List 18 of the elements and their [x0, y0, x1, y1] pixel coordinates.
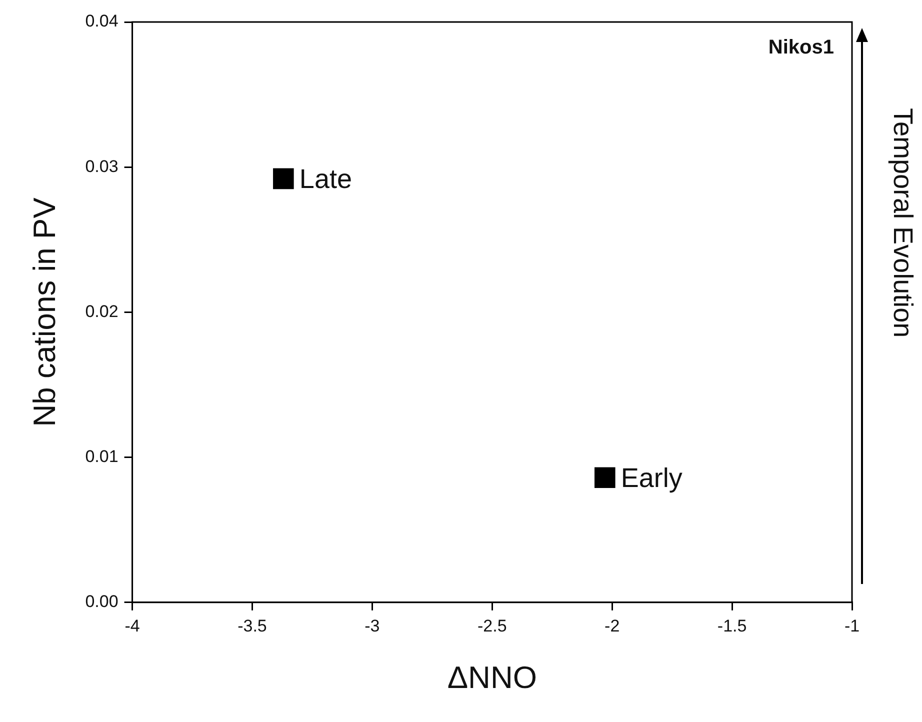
x-tick-label: -2.5	[477, 616, 507, 636]
x-tick-label: -4	[124, 616, 140, 636]
y-tick-label: 0.04	[85, 12, 118, 31]
x-tick-label: -1	[844, 616, 860, 636]
y-tick-label: 0.00	[85, 592, 118, 612]
y-tick-label: 0.02	[85, 302, 118, 321]
x-tick-label: -3.5	[238, 616, 267, 636]
x-tick-label: -3	[364, 616, 380, 636]
y-tick-label: 0.01	[85, 446, 118, 466]
annotation: Late	[299, 164, 352, 194]
text: Temporal Evolution	[887, 108, 918, 338]
x-tick-label: -2	[604, 616, 620, 636]
annotation: Nikos1	[768, 36, 834, 59]
x-axis-title: ΔNNO	[447, 660, 537, 695]
annotation: Early	[620, 463, 683, 494]
x-tick-label: -1.5	[717, 616, 747, 636]
y-axis-title: Nb cations in PV	[27, 197, 62, 427]
y-tick-label: 0.03	[85, 156, 118, 176]
